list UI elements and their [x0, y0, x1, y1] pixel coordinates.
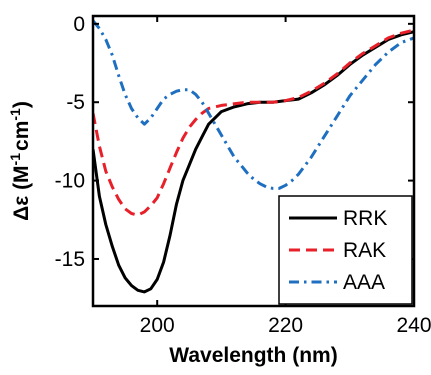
y-tick-label: 0	[73, 13, 85, 36]
legend-box	[278, 195, 413, 305]
legend: RRK RAK AAA	[278, 195, 413, 305]
y-tick-label: -15	[55, 248, 85, 271]
series-line-rrk	[93, 30, 414, 294]
y-axis-label-main: Δε (M	[10, 165, 33, 220]
x-tick-label: 240	[396, 314, 431, 337]
legend-label-aaa: AAA	[343, 271, 385, 294]
y-axis-label: Δε (M-1cm-1)	[7, 101, 33, 221]
legend-label-rrk: RRK	[343, 207, 387, 230]
x-tick-label: 200	[140, 314, 175, 337]
legend-label-rak: RAK	[343, 239, 386, 262]
y-tick-label: -5	[66, 91, 85, 114]
y-axis-label-exp1: -1	[7, 153, 23, 166]
series-line-rak	[93, 28, 414, 217]
x-tick-label: 220	[268, 314, 303, 337]
plot-frame	[91, 14, 416, 308]
y-tick-label: -10	[55, 170, 85, 193]
series-line-aaa	[93, 19, 414, 190]
y-axis-label-end: )	[10, 101, 33, 108]
x-axis-label: Wavelength (nm)	[169, 344, 337, 367]
y-axis-label-mid: cm	[10, 121, 33, 151]
y-axis-label-exp2: -1	[7, 108, 23, 121]
